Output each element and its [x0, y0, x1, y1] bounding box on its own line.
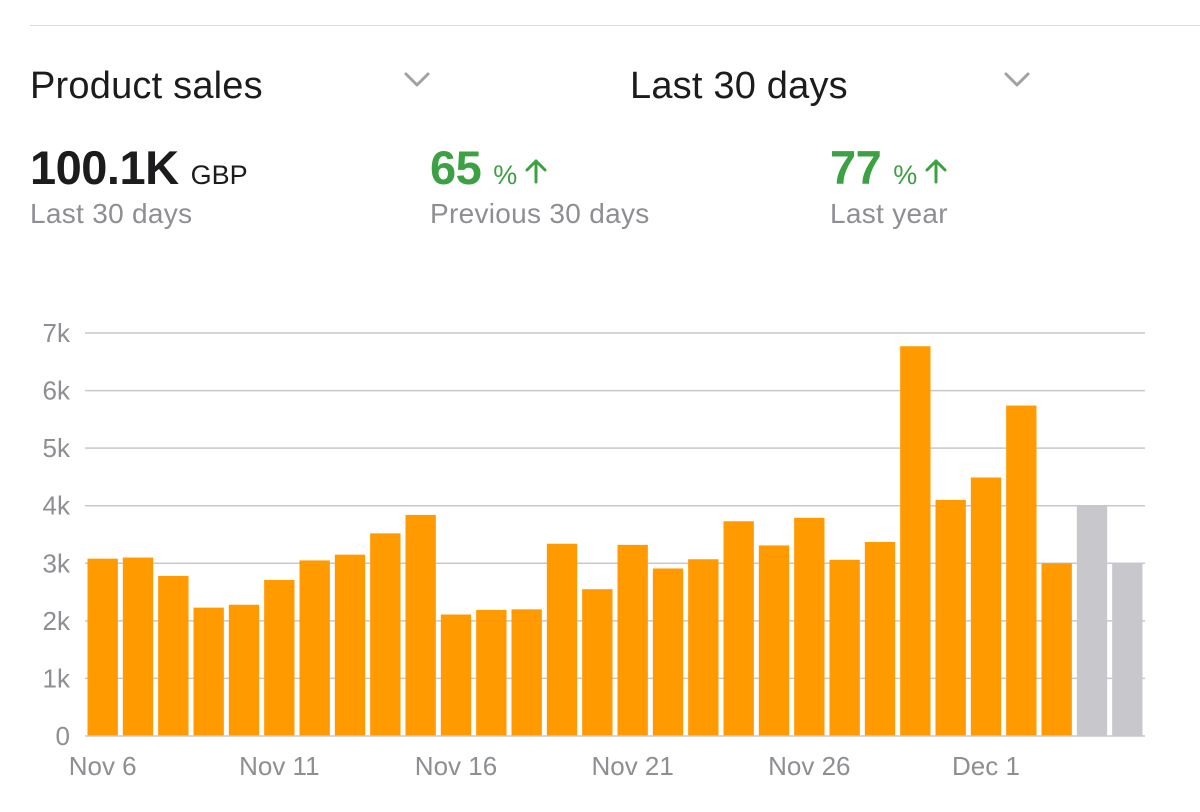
bar	[370, 533, 401, 736]
bar	[228, 604, 260, 736]
bar	[1006, 405, 1037, 736]
bar	[582, 589, 613, 736]
total-sales-unit: GBP	[190, 160, 248, 190]
y-tick-label: 0	[56, 721, 70, 751]
bar	[617, 544, 648, 736]
previous-period-stat: 65 % Previous 30 days	[430, 140, 650, 230]
last-year-value: 77	[830, 141, 882, 194]
y-tick-label: 5k	[43, 433, 71, 463]
bar	[476, 609, 507, 736]
chevron-down-icon	[1004, 72, 1030, 87]
x-tick-label: Nov 26	[768, 751, 850, 781]
bar	[405, 514, 436, 736]
y-tick-label: 1k	[43, 663, 71, 693]
bar	[122, 557, 154, 736]
bar	[546, 543, 578, 736]
total-sales-caption: Last 30 days	[30, 198, 193, 229]
bar	[758, 545, 790, 736]
y-tick-label: 4k	[43, 491, 71, 521]
bar	[970, 477, 1002, 736]
bar	[688, 559, 719, 736]
bar	[334, 554, 366, 736]
bar	[935, 499, 966, 736]
bar	[829, 559, 860, 736]
period-selector[interactable]: Last 30 days	[630, 58, 1040, 114]
arrow-up-icon	[525, 159, 547, 184]
x-tick-label: Nov 6	[69, 751, 137, 781]
y-tick-label: 7k	[43, 318, 71, 348]
bar	[900, 346, 931, 736]
previous-period-caption: Previous 30 days	[430, 198, 650, 229]
top-divider	[30, 25, 1200, 26]
previous-period-value: 65	[430, 141, 482, 194]
bar-projected	[1112, 563, 1143, 736]
previous-period-unit: %	[493, 160, 518, 190]
bar	[87, 558, 118, 736]
metric-selector-label: Product sales	[30, 64, 263, 107]
bar	[794, 517, 825, 736]
x-tick-label: Nov 21	[591, 751, 673, 781]
y-tick-label: 2k	[43, 606, 71, 636]
x-tick-label: Dec 1	[952, 751, 1020, 781]
x-tick-label: Nov 16	[415, 751, 497, 781]
period-selector-label: Last 30 days	[630, 64, 848, 107]
y-tick-label: 6k	[43, 376, 71, 406]
bar-projected	[1076, 505, 1108, 736]
last-year-unit: %	[893, 160, 918, 190]
total-sales-value: 100.1K	[30, 141, 179, 194]
metric-selector[interactable]: Product sales	[30, 58, 440, 114]
bar	[652, 568, 684, 736]
chevron-down-icon	[404, 72, 430, 87]
bar	[511, 609, 542, 736]
total-sales-stat: 100.1K GBP Last 30 days	[30, 140, 248, 230]
bar	[864, 541, 896, 736]
bar	[193, 607, 224, 736]
y-tick-label: 3k	[43, 548, 71, 578]
bar	[440, 614, 472, 736]
last-year-stat: 77 % Last year	[830, 140, 949, 230]
bar	[1041, 563, 1072, 736]
arrow-up-icon	[925, 159, 947, 184]
sales-bar-chart: 0 1k 2k 3k 4k 5k 6k 7k Nov 6 Nov 11 Nov 16 Nov 21 No…	[43, 318, 1145, 781]
bar	[299, 560, 330, 736]
last-year-caption: Last year	[830, 198, 948, 229]
bar	[723, 521, 754, 736]
x-tick-label: Nov 11	[239, 751, 319, 781]
bar	[158, 575, 189, 736]
bar	[264, 579, 295, 736]
